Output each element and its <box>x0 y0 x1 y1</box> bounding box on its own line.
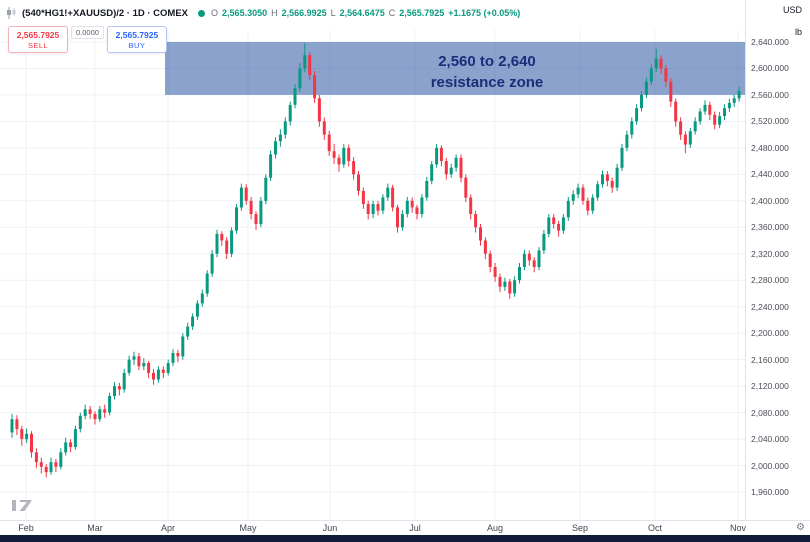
change-value: +1.1675 (+0.05%) <box>448 8 521 18</box>
open-value: 2,565.3050 <box>222 8 268 18</box>
zone-annotation-line2: resistance zone <box>431 74 544 91</box>
price-tick-label: 2,280.000 <box>751 275 789 286</box>
price-tick-label: 2,440.000 <box>751 169 789 180</box>
sell-price: 2,565.7925 <box>16 30 60 40</box>
sell-label: SELL <box>28 41 48 50</box>
candlestick-icon <box>6 7 16 19</box>
currency-label[interactable]: USD <box>782 5 802 15</box>
price-tick-label: 2,120.000 <box>751 381 789 392</box>
price-tick-label: 2,040.000 <box>751 434 789 445</box>
unit-label: lb <box>794 27 802 37</box>
series-color-dot <box>198 9 206 17</box>
price-tick-label: 2,200.000 <box>751 328 789 339</box>
chart-legend: (540*HG1!+XAUUSD)/2 · 1D · COMEX O 2,565.… <box>6 4 520 22</box>
time-tick-label[interactable]: Mar <box>87 523 103 533</box>
trade-panel: 2,565.7925 SELL 0.0000 2,565.7925 BUY <box>8 26 167 53</box>
ohlc-values: O 2,565.3050 H 2,566.9925 L 2,564.6475 C 2,5… <box>211 8 520 18</box>
price-tick-label: 2,400.000 <box>751 195 789 206</box>
price-tick-label: 2,240.000 <box>751 301 789 312</box>
time-tick-label[interactable]: May <box>239 523 257 533</box>
price-tick-label: 2,560.000 <box>751 89 789 100</box>
spread-value: 0.0000 <box>71 26 104 39</box>
price-tick-label: 2,600.000 <box>751 63 789 74</box>
price-tick-label: 1,960.000 <box>751 487 789 497</box>
buy-button[interactable]: 2,565.7925 BUY <box>106 26 167 53</box>
time-tick-label[interactable]: Feb <box>18 523 34 533</box>
price-tick-label: 2,480.000 <box>751 142 789 153</box>
price-tick-label: 2,160.000 <box>751 354 789 365</box>
resistance-zone <box>165 42 745 95</box>
time-tick-label[interactable]: Apr <box>160 523 176 533</box>
high-value: 2,566.9925 <box>281 8 327 18</box>
time-tick-label[interactable]: Jul <box>409 523 421 533</box>
candlestick-chart[interactable]: 2,560 to 2,640 resistance zone <box>0 30 745 520</box>
taskbar-strip <box>0 535 810 542</box>
zone-annotation-line1: 2,560 to 2,640 <box>438 53 536 70</box>
time-axis[interactable]: ⚙ Feb Mar Apr May Jun Jul Aug Sep Oct Nov <box>0 520 810 536</box>
buy-price: 2,565.7925 <box>115 30 159 40</box>
price-tick-label: 2,520.000 <box>751 116 789 127</box>
time-tick-label[interactable]: Nov <box>729 523 747 533</box>
price-tick-label: 2,320.000 <box>751 248 789 259</box>
sell-button[interactable]: 2,565.7925 SELL <box>8 26 68 53</box>
close-label: C <box>388 8 396 18</box>
low-label: L <box>330 8 336 18</box>
settings-gear-icon[interactable]: ⚙ <box>796 522 805 533</box>
open-label: O <box>211 8 219 18</box>
time-tick-label[interactable]: Jun <box>322 523 338 533</box>
time-tick-label[interactable]: Aug <box>486 523 504 533</box>
candle-series <box>10 43 741 478</box>
tradingview-logo[interactable] <box>10 497 36 518</box>
price-tick-label: 2,080.000 <box>751 407 789 418</box>
close-value: 2,565.7925 <box>399 8 445 18</box>
price-tick-label: 2,640.000 <box>751 37 789 47</box>
price-tick-label: 2,360.000 <box>751 222 789 233</box>
low-value: 2,564.6475 <box>339 8 385 18</box>
symbol-title[interactable]: (540*HG1!+XAUUSD)/2 · 1D · COMEX <box>22 7 189 19</box>
time-tick-label[interactable]: Sep <box>571 523 589 533</box>
high-label: H <box>271 8 278 18</box>
price-axis[interactable]: USD lb 2,640.000 2,600.000 2,560.000 2,520.… <box>745 0 810 520</box>
buy-label: BUY <box>128 41 146 50</box>
time-tick-label[interactable]: Oct <box>647 523 663 533</box>
price-tick-label: 2,000.000 <box>751 460 789 471</box>
